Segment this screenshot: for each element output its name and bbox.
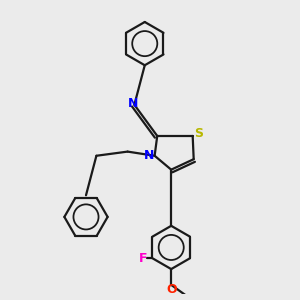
Text: S: S <box>194 128 203 140</box>
Text: N: N <box>128 98 138 110</box>
Text: N: N <box>144 149 154 162</box>
Text: F: F <box>139 252 148 265</box>
Text: O: O <box>166 284 176 296</box>
